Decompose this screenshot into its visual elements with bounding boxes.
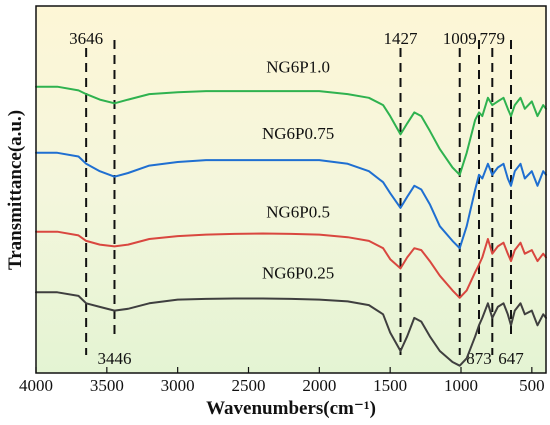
peak-label: 1427 — [384, 29, 419, 48]
peak-label: 873 — [466, 349, 492, 368]
series-label: NG6P0.25 — [262, 263, 334, 282]
x-tick-label: 4000 — [19, 376, 53, 395]
peak-label: 779 — [480, 29, 506, 48]
peak-annotations: 3646 3446 1427 1009 873 779 647 — [69, 29, 524, 368]
series-label: NG6P0.75 — [262, 124, 334, 143]
peak-label: 3646 — [69, 29, 103, 48]
series-line — [35, 291, 547, 367]
x-axis: 4000 3500 3000 2500 2000 1500 1000 500 — [19, 367, 545, 395]
peak-label: 647 — [498, 349, 524, 368]
series-group — [35, 85, 547, 367]
x-axis-title: Wavenumbers(cm⁻¹) — [206, 398, 376, 419]
peak-label: 1009 — [443, 29, 477, 48]
x-tick-label: 2000 — [302, 376, 336, 395]
y-axis-title: Transmittance(a.u.) — [5, 110, 26, 270]
x-tick-label: 500 — [519, 376, 545, 395]
series-labels: NG6P1.0 NG6P0.75 NG6P0.5 NG6P0.25 — [262, 58, 334, 283]
plot-background — [36, 6, 546, 373]
series-label: NG6P1.0 — [266, 58, 330, 77]
series-line — [35, 85, 547, 176]
x-tick-label: 1000 — [444, 376, 478, 395]
series-label: NG6P0.5 — [266, 203, 330, 222]
series-line — [35, 230, 547, 299]
plot-frame — [35, 5, 547, 374]
x-tick-label: 2500 — [232, 376, 266, 395]
x-tick-label: 3500 — [90, 376, 124, 395]
x-tick-label: 1500 — [373, 376, 407, 395]
peak-label: 3446 — [97, 349, 131, 368]
x-tick-label: 3000 — [161, 376, 195, 395]
series-line — [35, 151, 547, 250]
